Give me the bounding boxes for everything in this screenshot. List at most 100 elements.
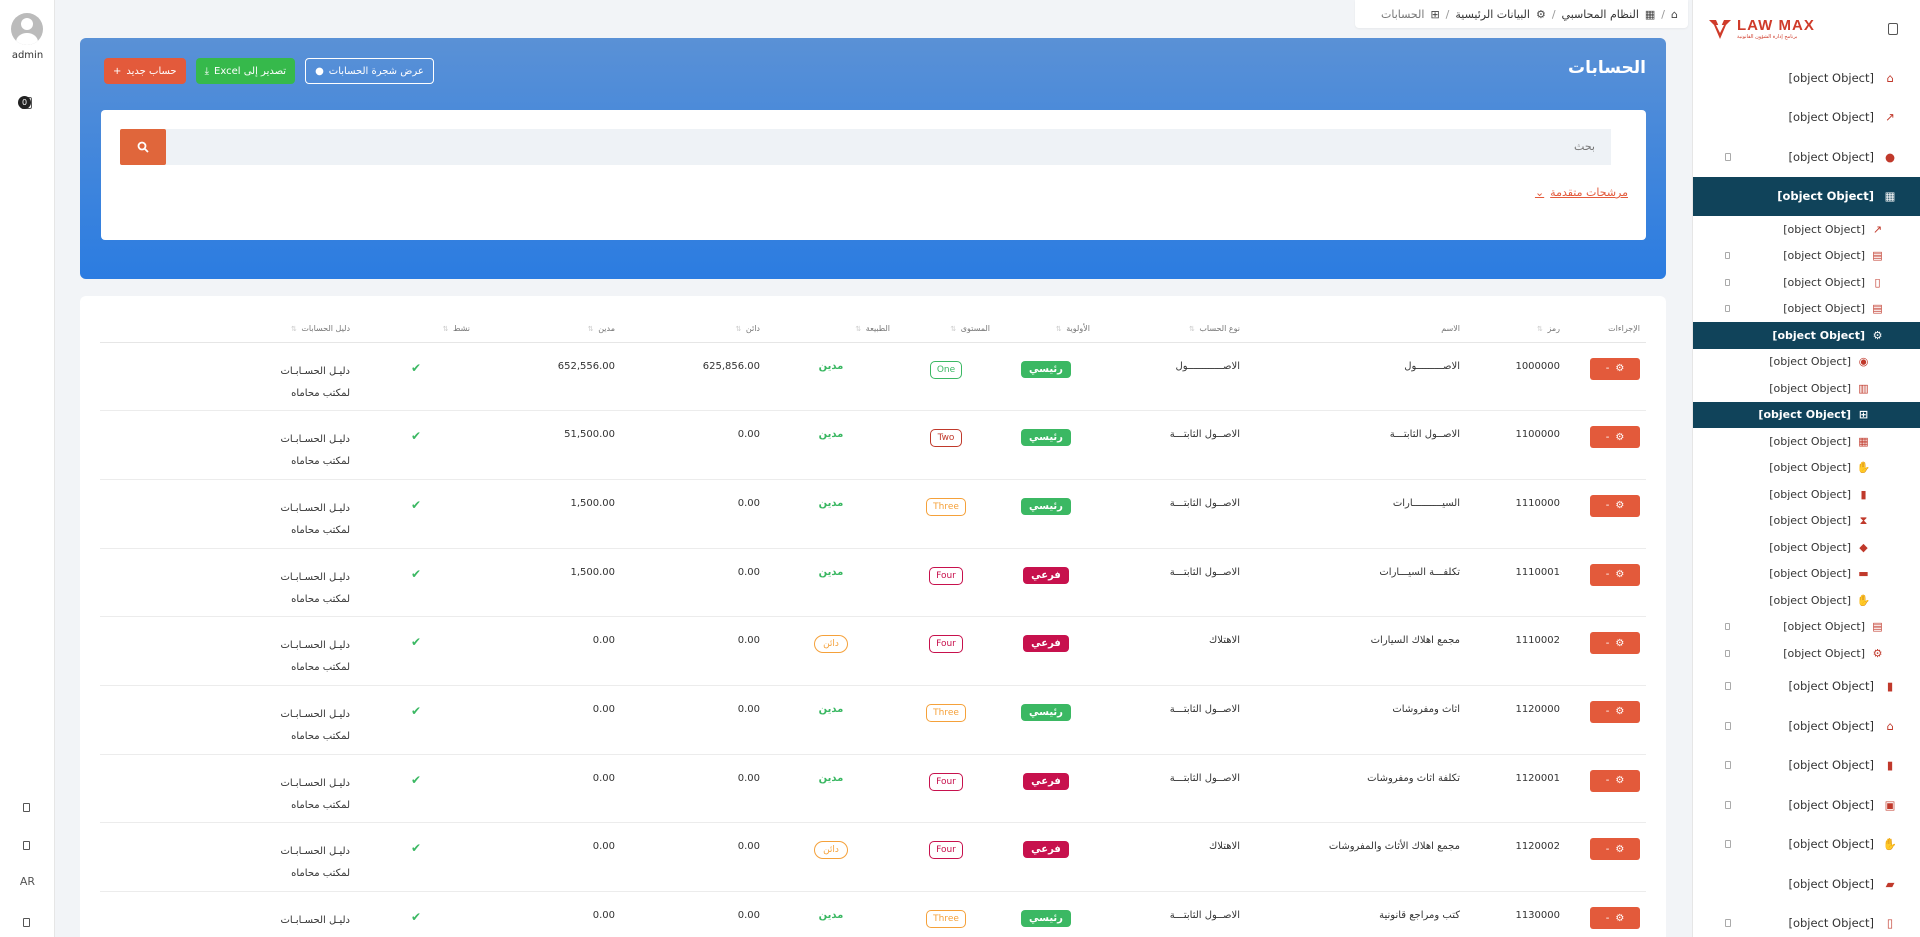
- priority-badge: رئيسي: [1021, 429, 1071, 447]
- sidebar-item-services[interactable]: ◆ [object Object]: [1693, 534, 1920, 561]
- receipt-icon: ▯: [1874, 275, 1881, 289]
- table-row[interactable]: ⚙ - 1100000 الاصــول الثابتـــة الاصــول…: [100, 410, 1646, 480]
- nature-badge: مدين: [818, 703, 844, 715]
- column-header-nature[interactable]: الطبيعة ⇅: [766, 316, 896, 343]
- row-actions-button[interactable]: ⚙ -: [1590, 632, 1640, 655]
- column-header-debit[interactable]: مدين ⇅: [476, 316, 621, 343]
- search-button[interactable]: [120, 129, 166, 165]
- sidebar-item-powers-of-attorney[interactable]: ▮ [object Object]: [1693, 746, 1920, 786]
- sidebar-item-contacts[interactable]: ● [object Object]: [1693, 137, 1920, 177]
- sidebar-item-master-data[interactable]: ⚙ [object Object]: [1693, 322, 1920, 349]
- search-input[interactable]: [139, 129, 1611, 165]
- column-header-priority[interactable]: الأولوية ⇅: [996, 316, 1096, 343]
- calendar-icon: ▦: [1858, 434, 1869, 448]
- sidebar-item-customers[interactable]: ✋ [object Object]: [1693, 455, 1920, 482]
- table-row[interactable]: ⚙ - 1120001 تكلفة اثاث ومفروشات الاصــول…: [100, 754, 1646, 824]
- guide-line-1: دليـل الحسـابـات: [280, 708, 350, 720]
- sidebar-toggle-icon[interactable]: [1888, 23, 1898, 35]
- check-icon: ✔: [410, 772, 422, 787]
- chart-of-accounts-cell: دليـل الحسـابـات لمكتب محاماه: [100, 891, 356, 937]
- breadcrumb-item-accounting[interactable]: النظام المحاسبي: [1561, 7, 1639, 21]
- sidebar-item-litigation[interactable]: ⌂ [object Object]: [1693, 706, 1920, 746]
- row-actions-button[interactable]: ⚙ -: [1590, 563, 1640, 586]
- row-actions-button[interactable]: ⚙ -: [1590, 357, 1640, 380]
- app-logo[interactable]: LAW MAX برنامج إدارة الشؤون القانونية: [1707, 17, 1815, 41]
- sidebar-item-dashboard[interactable]: ↗ [object Object]: [1693, 98, 1920, 138]
- avatar[interactable]: [11, 13, 43, 45]
- sidebar-item-bank-accounts[interactable]: ▥ [object Object]: [1693, 375, 1920, 402]
- sidebar-item-file-management[interactable]: ▰ [object Object]: [1693, 864, 1920, 904]
- chevron-icon: [1725, 649, 1730, 657]
- credit-cell: 0.00: [621, 410, 766, 480]
- column-header-type[interactable]: نوع الحساب ⇅: [1096, 316, 1246, 343]
- handshake-icon: ✋: [1856, 461, 1871, 475]
- row-actions-button[interactable]: ⚙ -: [1590, 907, 1640, 929]
- column-header-name[interactable]: الاسم: [1246, 316, 1466, 343]
- fullscreen-icon[interactable]: [23, 803, 30, 812]
- sidebar-item-accounting-dashboard[interactable]: ↗ [object Object]: [1693, 216, 1920, 243]
- sidebar-item-court-expenses[interactable]: ▮ [object Object]: [1693, 667, 1920, 707]
- table-row[interactable]: ⚙ - 1110002 مجمع اهلاك السيارات الاهتلاك…: [100, 616, 1646, 686]
- chart-of-accounts-cell: دليـل الحسـابـات لمكتب محاماه: [100, 342, 356, 412]
- column-header-active[interactable]: نشط ⇅: [356, 316, 476, 343]
- gear-icon: ⚙: [1615, 775, 1625, 787]
- table-row[interactable]: ⚙ - 1120002 مجمع اهلاك الأثاث والمفروشات…: [100, 822, 1646, 892]
- priority-badge: فرعي: [1023, 841, 1069, 859]
- sidebar-item-label: [object Object]: [1783, 646, 1865, 660]
- row-actions-button[interactable]: ⚙ -: [1590, 426, 1640, 449]
- new-account-button[interactable]: حساب جديد +: [104, 58, 186, 84]
- export-excel-button[interactable]: تصدير إلى Excel ⤓: [195, 58, 296, 84]
- table-row[interactable]: ⚙ - 1130000 كتب ومراجع قانونية الاصــول …: [100, 891, 1646, 937]
- guide-line-1: دليـل الحسـابـات: [280, 434, 350, 446]
- view-tree-button[interactable]: عرض شجرة الحسابات ●: [305, 58, 434, 84]
- sidebar-item-home[interactable]: ⌂ [object Object]: [1693, 58, 1920, 98]
- breadcrumb-item-master-data[interactable]: البيانات الرئيسية: [1455, 7, 1530, 21]
- column-header-actions[interactable]: الإجراءات: [1566, 316, 1646, 343]
- table-row[interactable]: ⚙ - 1120000 اثاث ومفروشات الاصــول الثاب…: [100, 685, 1646, 755]
- sidebar-item-notifications[interactable]: ▯ [object Object]: [1693, 904, 1920, 937]
- sidebar-item-units[interactable]: ▬ [object Object]: [1693, 561, 1920, 588]
- sidebar-item-settings[interactable]: ⚙ [object Object]: [1693, 640, 1920, 667]
- sidebar-item-consultations[interactable]: ✋ [object Object]: [1693, 825, 1920, 865]
- active-cell: ✔: [356, 616, 476, 686]
- column-header-level[interactable]: المستوى ⇅: [896, 316, 996, 343]
- settings-icon[interactable]: [23, 841, 30, 850]
- home-icon[interactable]: ⌂: [1671, 7, 1678, 21]
- guide-line-2: لمكتب محاماه: [291, 387, 350, 399]
- column-header-credit[interactable]: دائن ⇅: [621, 316, 766, 343]
- gear-icon: ⚙: [1615, 363, 1625, 374]
- column-header-chart-of-accounts[interactable]: دليل الحسابات ⇅: [100, 316, 356, 343]
- advanced-filters-toggle[interactable]: مرشحات متقدمة ⌄: [1535, 186, 1628, 199]
- debit-cell: 652,556.00: [476, 342, 621, 412]
- priority-badge: فرعي: [1023, 772, 1069, 790]
- sidebar-item-admin-tasks[interactable]: ▣ [object Object]: [1693, 785, 1920, 825]
- sidebar-item-invoice-data[interactable]: ▯ [object Object]: [1693, 269, 1920, 296]
- export-excel-label: تصدير إلى Excel: [214, 65, 287, 77]
- sidebar-item-periods[interactable]: ⧗ [object Object]: [1693, 508, 1920, 535]
- sidebar-item-reports[interactable]: ▤ [object Object]: [1693, 614, 1920, 641]
- guide-line-2: لمكتب محاماه: [291, 799, 350, 811]
- sidebar-item-chart-of-accounts[interactable]: ◉ [object Object]: [1693, 349, 1920, 376]
- caret-icon: -: [1605, 912, 1610, 924]
- row-actions-button[interactable]: ⚙ -: [1590, 838, 1640, 861]
- credit-cell: 0.00: [621, 548, 766, 618]
- row-actions-button[interactable]: ⚙ -: [1590, 494, 1640, 517]
- row-actions-button[interactable]: ⚙ -: [1590, 700, 1640, 723]
- sidebar-item-journals[interactable]: ▮ [object Object]: [1693, 481, 1920, 508]
- brand-title: LAW MAX: [1737, 17, 1815, 34]
- chart-of-accounts-cell: دليـل الحسـابـات لمكتب محاماه: [100, 685, 356, 755]
- sidebar-item-accounts[interactable]: ⊞ [object Object]: [1693, 401, 1920, 428]
- language-switch[interactable]: AR: [19, 875, 36, 888]
- table-row[interactable]: ⚙ - 1110001 تكلفـــة السيـــارات الاصــو…: [100, 548, 1646, 618]
- sidebar-item-general-journal[interactable]: ▤ [object Object]: [1693, 243, 1920, 270]
- column-header-code[interactable]: رمز ⇅: [1466, 316, 1566, 343]
- table-row[interactable]: ⚙ - 1110000 السيــــــــــارات الاصــول …: [100, 479, 1646, 549]
- search-card: مرشحات متقدمة ⌄: [101, 110, 1646, 240]
- sidebar-item-payment-methods[interactable]: ✋ [object Object]: [1693, 587, 1920, 614]
- logout-icon[interactable]: [23, 918, 30, 927]
- row-actions-button[interactable]: ⚙ -: [1590, 769, 1640, 792]
- sidebar-item-fiscal-years[interactable]: ▦ [object Object]: [1693, 428, 1920, 455]
- table-row[interactable]: ⚙ - 1000000 الاصـــــــــول الاصــــــــ…: [100, 342, 1646, 412]
- sidebar-item-accounting-system[interactable]: ▦ [object Object]: [1693, 176, 1920, 216]
- sidebar-item-issue-vouchers[interactable]: ▤ [object Object]: [1693, 296, 1920, 323]
